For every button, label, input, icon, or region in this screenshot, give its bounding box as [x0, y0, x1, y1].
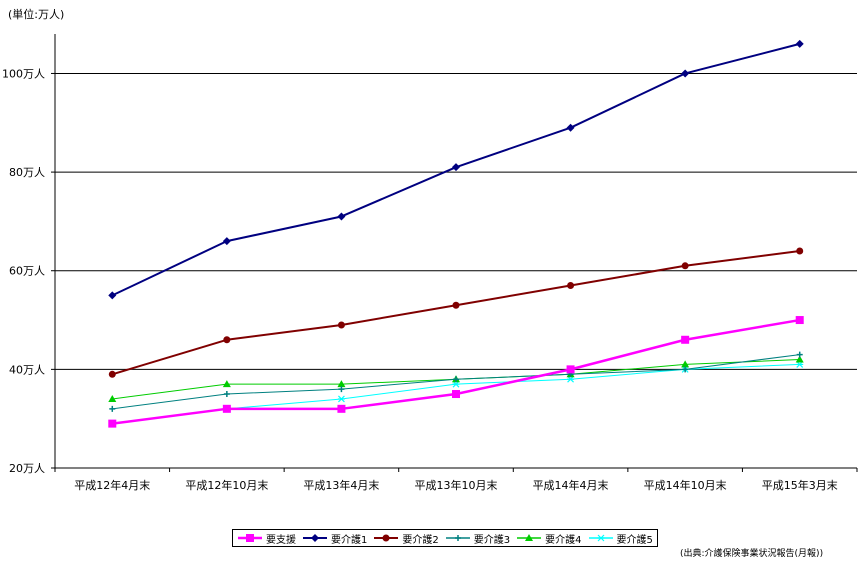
legend-item: 要支援	[237, 531, 296, 546]
y-tick-label: 60万人	[9, 265, 45, 278]
data-point	[452, 390, 460, 399]
data-point	[682, 366, 689, 373]
data-point	[337, 404, 346, 413]
legend-item: 要介護3	[445, 531, 510, 546]
legend-item: 要介護4	[516, 531, 582, 546]
data-point	[452, 301, 460, 309]
data-point	[246, 534, 254, 542]
data-point	[567, 282, 575, 290]
x-tick-label: 平成14年4月末	[533, 478, 609, 492]
data-point	[597, 534, 604, 542]
data-point	[681, 335, 690, 344]
x-tick-label: 平成12年10月末	[185, 478, 268, 492]
legend-label: 要介護2	[402, 534, 439, 546]
data-point	[222, 237, 231, 246]
data-point	[795, 355, 804, 363]
y-tick-label: 80万人	[9, 166, 45, 179]
series-2	[108, 247, 804, 378]
data-point	[452, 163, 460, 172]
data-point	[453, 376, 459, 383]
legend: 要支援 要介護1 要介護2 要介護3 要介護4 要介護5	[232, 529, 658, 547]
legend-label: 要介護3	[473, 534, 511, 546]
series-line	[111, 250, 800, 376]
series-lines	[108, 39, 804, 428]
y-tick-label: 40万人	[9, 363, 45, 376]
data-point	[795, 39, 804, 48]
data-point	[796, 247, 804, 255]
legend-swatch	[238, 534, 262, 542]
unit-label: (単位:万人)	[8, 8, 65, 21]
x-tick-label: 平成15年3月末	[762, 478, 838, 492]
legend-label: 要介護4	[545, 534, 582, 546]
source-note: (出典:介護保険事業状況報告(月報))	[680, 549, 824, 559]
data-point	[223, 391, 230, 398]
data-point	[337, 321, 345, 329]
y-axis-tick-labels: 20万人 40万人 60万人 80万人 100万人	[2, 67, 45, 475]
series-0	[108, 316, 804, 428]
x-tick-label: 平成12年4月末	[74, 478, 150, 492]
legend-item: 要介護5	[588, 531, 653, 546]
data-point	[566, 365, 575, 374]
data-point	[108, 394, 117, 402]
legend-label: 要支援	[266, 534, 296, 546]
y-tick-label: 20万人	[9, 462, 45, 475]
data-point	[681, 360, 690, 368]
legend-swatch	[445, 535, 470, 541]
series-line	[112, 318, 800, 425]
data-point	[525, 534, 534, 541]
data-point	[108, 291, 117, 300]
data-point	[681, 262, 689, 270]
x-tick-label: 平成14年10月末	[644, 478, 727, 492]
data-point	[337, 380, 346, 388]
series-3	[109, 351, 803, 412]
data-point	[796, 351, 803, 358]
data-point	[311, 534, 319, 542]
legend-item: 要介護2	[373, 531, 439, 546]
data-point	[108, 370, 116, 378]
x-axis-tick-labels: 平成12年4月末 平成12年10月末 平成13年4月末 平成13年10月末 平成14年4…	[74, 478, 837, 492]
data-point	[382, 534, 390, 542]
x-tick-label: 平成13年10月末	[415, 478, 498, 492]
data-point	[108, 419, 117, 428]
x-tick-label: 平成13年4月末	[303, 478, 379, 492]
data-point	[454, 535, 461, 541]
data-point	[109, 405, 116, 412]
data-point	[337, 212, 346, 221]
gridlines	[55, 72, 857, 370]
data-point	[338, 386, 345, 393]
legend-label: 要介護5	[616, 534, 653, 546]
data-point	[223, 336, 231, 344]
data-point	[795, 316, 804, 325]
legend-swatch	[517, 534, 542, 541]
data-point	[222, 404, 231, 413]
data-point	[222, 380, 231, 388]
axes	[51, 34, 858, 472]
legend-swatch	[588, 534, 613, 542]
legend-swatch	[303, 534, 327, 542]
data-point	[566, 123, 575, 132]
legend-label: 要介護1	[331, 534, 368, 546]
legend-item: 要介護1	[302, 531, 367, 546]
series-1	[108, 39, 804, 300]
data-point	[337, 395, 345, 403]
legend-swatch	[374, 534, 399, 542]
data-point	[681, 69, 690, 78]
y-tick-label: 100万人	[2, 67, 45, 80]
